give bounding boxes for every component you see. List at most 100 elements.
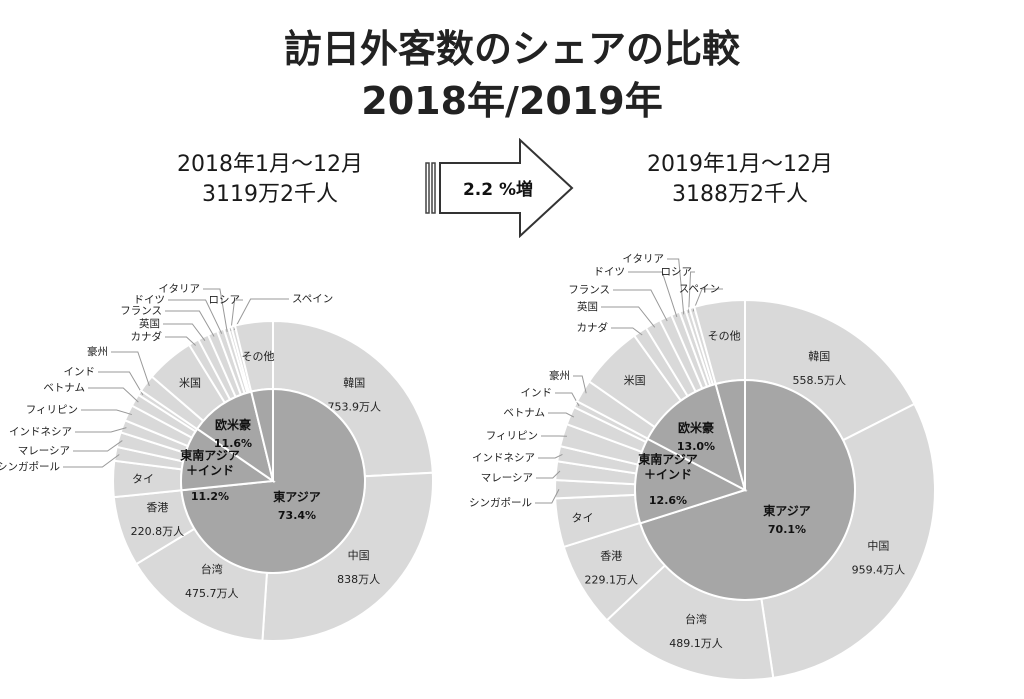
inner-slice-東南アジア＋インド: [180, 427, 276, 492]
growth-arrow: 2.2 %増: [425, 138, 574, 238]
leader-line-シンガポール: [535, 488, 560, 504]
inner-pct-東アジア: 73.4%: [278, 509, 316, 522]
growth-label: 2.2 %増: [463, 179, 533, 200]
inner-label-東南アジア＋インド: 東南アジア＋インド: [180, 447, 240, 477]
slice-label-台湾: 台湾: [685, 612, 707, 626]
slice-label-豪州: 豪州: [549, 369, 570, 382]
inner-pct-東アジア: 70.1%: [768, 523, 806, 536]
leader-line-インドネシア: [75, 427, 127, 433]
period-2018-label: 2018年1月～12月: [177, 152, 363, 177]
leader-line-マレーシア: [536, 470, 561, 479]
slice-label-フィリピン: フィリピン: [486, 430, 538, 442]
slice-label-米国: 米国: [624, 374, 646, 387]
inner-slice-other: [714, 378, 746, 491]
leader-line-英国: [601, 306, 656, 328]
slice-label-タイ: タイ: [572, 512, 594, 525]
leader-line-ドイツ: [628, 271, 678, 318]
slice-label-英国: 英国: [139, 317, 160, 330]
leader-line-フランス: [613, 289, 668, 322]
slice-value-香港: 229.1万人: [585, 573, 639, 586]
title-line1: 訪日外客数のシェアの比較: [283, 27, 740, 71]
slice-label-フランス: フランス: [568, 284, 610, 296]
slice-label-カナダ: カナダ: [577, 321, 609, 334]
slice-label-韓国: 韓国: [808, 350, 830, 363]
total-2018: 3119万2千人: [202, 182, 338, 207]
period-2019: 2019年1月～12月 3188万2千人: [610, 150, 870, 210]
period-2019-label: 2019年1月～12月: [647, 152, 833, 177]
slice-label-中国: 中国: [867, 540, 889, 553]
leader-line-豪州: [111, 351, 150, 387]
slice-label-韓国: 韓国: [343, 376, 365, 389]
slice-label-その他: その他: [708, 329, 741, 342]
arrow-stripe-2: [431, 162, 436, 214]
slice-label-タイ: タイ: [132, 472, 154, 485]
slice-label-フィリピン: フィリピン: [26, 404, 78, 416]
period-2018: 2018年1月～12月 3119万2千人: [140, 150, 400, 210]
slice-label-イタリア: イタリア: [158, 283, 200, 295]
slice-value-台湾: 489.1万人: [669, 637, 723, 650]
slice-label-香港: 香港: [600, 549, 622, 562]
slice-value-中国: 838万人: [337, 573, 380, 586]
inner-pct-欧米豪: 11.6%: [214, 437, 252, 450]
arrow-stripe-1: [425, 162, 430, 214]
leader-line-豪州: [573, 375, 587, 394]
leader-line-カナダ: [611, 327, 643, 336]
leader-line-カナダ: [165, 336, 197, 346]
leader-line-インドネシア: [538, 453, 563, 459]
inner-label-東アジア: 東アジア: [763, 503, 811, 518]
slice-label-マレーシア: マレーシア: [18, 445, 70, 457]
slice-label-インドネシア: インドネシア: [9, 426, 72, 438]
inner-pct-東南アジア＋インド: 12.6%: [649, 494, 687, 507]
leader-line-インド: [98, 371, 144, 396]
slice-label-ベトナム: ベトナム: [43, 382, 85, 394]
slice-value-中国: 959.4万人: [852, 564, 906, 577]
slice-label-インド: インド: [521, 387, 553, 399]
slice-label-ロシア: ロシア: [209, 294, 241, 306]
slice-label-ドイツ: ドイツ: [134, 294, 166, 306]
leader-line-ドイツ: [168, 299, 223, 334]
inner-slice-other: [250, 387, 274, 482]
slice-label-スペイン: スペイン: [679, 283, 720, 295]
leader-line-ロシア: [688, 271, 695, 313]
leader-line-ベトナム: [88, 387, 139, 403]
inner-pct-欧米豪: 13.0%: [677, 440, 715, 453]
inner-label-欧米豪: 欧米豪: [678, 420, 714, 435]
slice-label-豪州: 豪州: [87, 345, 108, 358]
slice-label-インドネシア: インドネシア: [472, 452, 535, 464]
leader-line-フィリピン: [81, 409, 133, 416]
slice-label-シンガポール: シンガポール: [0, 461, 60, 473]
leader-line-スペイン: [692, 288, 723, 312]
inner-slice-欧米豪: [646, 382, 747, 492]
slice-label-インド: インド: [64, 366, 96, 378]
slice-value-香港: 220.8万人: [131, 525, 185, 538]
slice-label-マレーシア: マレーシア: [481, 472, 533, 484]
inner-label-東アジア: 東アジア: [273, 489, 321, 504]
title-line2: 2018年/2019年: [361, 79, 663, 123]
slice-label-ベトナム: ベトナム: [503, 407, 545, 419]
slice-label-中国: 中国: [348, 549, 370, 562]
slice-label-香港: 香港: [146, 501, 168, 514]
slice-label-米国: 米国: [179, 377, 201, 390]
slice-label-その他: その他: [242, 350, 275, 363]
slice-label-台湾: 台湾: [201, 562, 223, 576]
leader-line-ベトナム: [548, 412, 575, 418]
leader-line-マレーシア: [73, 440, 123, 452]
inner-slice-欧米豪: [195, 390, 275, 484]
slice-label-カナダ: カナダ: [131, 330, 163, 343]
leader-line-スペイン: [233, 298, 289, 331]
slice-value-韓国: 558.5万人: [793, 374, 847, 387]
inner-label-東南アジア＋インド: 東南アジア＋インド: [638, 451, 698, 481]
slice-label-ロシア: ロシア: [661, 266, 693, 278]
leader-line-シンガポール: [63, 454, 120, 468]
slice-label-ドイツ: ドイツ: [594, 266, 626, 278]
leader-line-英国: [163, 323, 206, 341]
inner-slice-東南アジア＋インド: [634, 437, 748, 525]
leader-line-フランス: [165, 310, 215, 337]
inner-pct-東南アジア＋インド: 11.2%: [191, 490, 229, 503]
slice-label-スペイン: スペイン: [292, 293, 333, 305]
slice-label-英国: 英国: [577, 300, 598, 313]
arrow-body: [439, 138, 574, 238]
